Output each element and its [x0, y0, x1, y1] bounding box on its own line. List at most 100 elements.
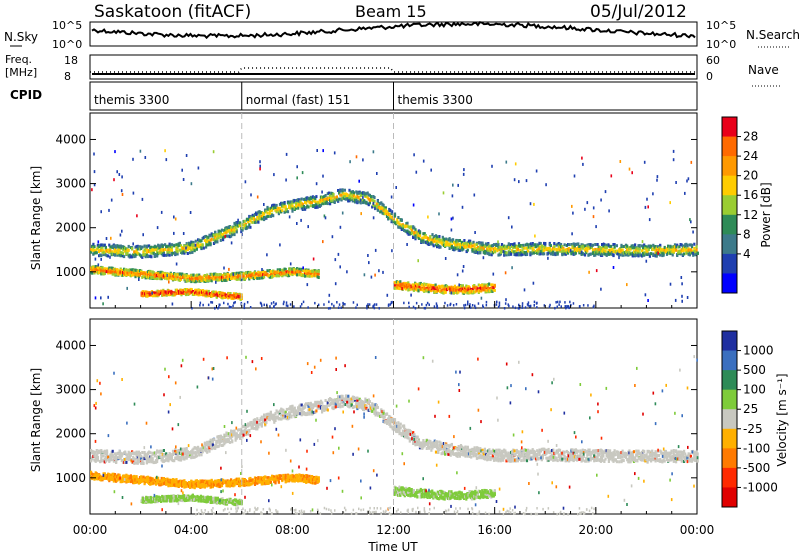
- echo-cell: [173, 459, 176, 463]
- echo-cell: [201, 450, 204, 454]
- echo-cell: [638, 251, 641, 255]
- echo-cell: [245, 271, 249, 275]
- echo-cell: [488, 251, 491, 255]
- date-title: 05/Jul/2012: [590, 2, 687, 22]
- echo-cell: [222, 277, 225, 281]
- echo-cell: [157, 272, 160, 276]
- echo-cell: [490, 246, 493, 250]
- noise-cell: [482, 256, 485, 260]
- echo-cell: [136, 456, 139, 460]
- echo-cell: [639, 253, 642, 257]
- echo-cell: [657, 248, 661, 252]
- echo-cell: [461, 240, 464, 244]
- echo-cell: [186, 252, 189, 255]
- echo-cell: [335, 195, 338, 199]
- echo-cell: [189, 277, 192, 280]
- echo-cell: [599, 250, 603, 254]
- echo-cell: [247, 432, 250, 436]
- echo-cell: [300, 403, 303, 407]
- echo-cell: [536, 248, 539, 252]
- noise-cell: [285, 152, 288, 156]
- echo-cell: [216, 435, 219, 439]
- echo-cell: [439, 286, 442, 290]
- echo-cell: [523, 246, 526, 250]
- nave-tick-high: 60: [706, 54, 720, 67]
- echo-cell: [256, 215, 259, 219]
- echo-cell: [239, 436, 242, 440]
- echo-cell: [277, 417, 280, 421]
- echo-cell: [168, 455, 171, 459]
- cpid-segment-label: themis 3300: [398, 93, 473, 107]
- echo-cell: [124, 246, 127, 250]
- echo-cell: [377, 203, 381, 206]
- echo-cell: [476, 287, 479, 291]
- echo-cell: [136, 269, 139, 273]
- echo-cell: [652, 243, 655, 247]
- echo-cell: [236, 223, 239, 227]
- echo-cell: [215, 439, 218, 443]
- echo-cell: [108, 250, 111, 253]
- echo-cell: [236, 435, 239, 439]
- echo-cell: [175, 456, 178, 460]
- noise-cell: [244, 180, 247, 184]
- echo-cell: [284, 270, 287, 274]
- echo-cell: [185, 455, 188, 459]
- echo-cell: [628, 250, 631, 254]
- echo-cell: [241, 432, 244, 435]
- echo-cell: [357, 196, 360, 199]
- ground-cell: [463, 306, 466, 310]
- echo-cell: [281, 208, 284, 212]
- echo-cell: [207, 289, 210, 293]
- echo-cell: [466, 248, 469, 252]
- echo-cell: [499, 245, 502, 249]
- echo-cell: [285, 207, 288, 211]
- noise-cell: [228, 267, 230, 271]
- echo-cell: [171, 291, 174, 295]
- echo-cell: [222, 443, 225, 447]
- echo-cell: [258, 271, 261, 275]
- echo-cell: [359, 201, 362, 205]
- echo-cell: [204, 292, 207, 296]
- echo-cell: [291, 404, 294, 408]
- noise-cell: [657, 251, 659, 255]
- echo-cell: [249, 275, 252, 279]
- echo-cell: [472, 287, 475, 291]
- echo-cell: [93, 458, 96, 462]
- echo-cell: [417, 289, 420, 293]
- echo-cell: [492, 286, 495, 289]
- echo-cell: [433, 286, 436, 290]
- echo-cell: [431, 233, 434, 237]
- noise-cell: [118, 173, 121, 176]
- echo-cell: [669, 252, 672, 256]
- echo-cell: [439, 245, 442, 249]
- echo-cell: [150, 251, 153, 255]
- echo-cell: [100, 243, 103, 247]
- echo-cell: [333, 398, 336, 402]
- echo-cell: [477, 283, 480, 287]
- noise-cell: [113, 178, 115, 182]
- echo-cell: [267, 214, 270, 218]
- ground-cell: [517, 307, 520, 310]
- echo-cell: [601, 248, 604, 252]
- echo-cell: [310, 196, 313, 200]
- echo-cell: [129, 453, 132, 457]
- echo-cell: [149, 250, 152, 254]
- noise-cell: [686, 296, 689, 299]
- echo-cell: [321, 410, 324, 414]
- echo-cell: [149, 457, 152, 461]
- echo-cell: [317, 272, 320, 276]
- echo-cell: [693, 246, 696, 250]
- noise-cell: [684, 191, 686, 195]
- noise-cell: [94, 257, 97, 261]
- noise-cell: [306, 283, 309, 287]
- noise-cell: [573, 174, 576, 178]
- echo-cell: [583, 253, 587, 257]
- echo-cell: [687, 248, 690, 252]
- echo-cell: [306, 269, 309, 273]
- echo-cell: [133, 255, 136, 259]
- echo-cell: [494, 250, 497, 254]
- echo-cell: [638, 253, 641, 257]
- echo-cell: [251, 213, 254, 217]
- echo-cell: [109, 453, 112, 457]
- noise-cell: [108, 208, 110, 212]
